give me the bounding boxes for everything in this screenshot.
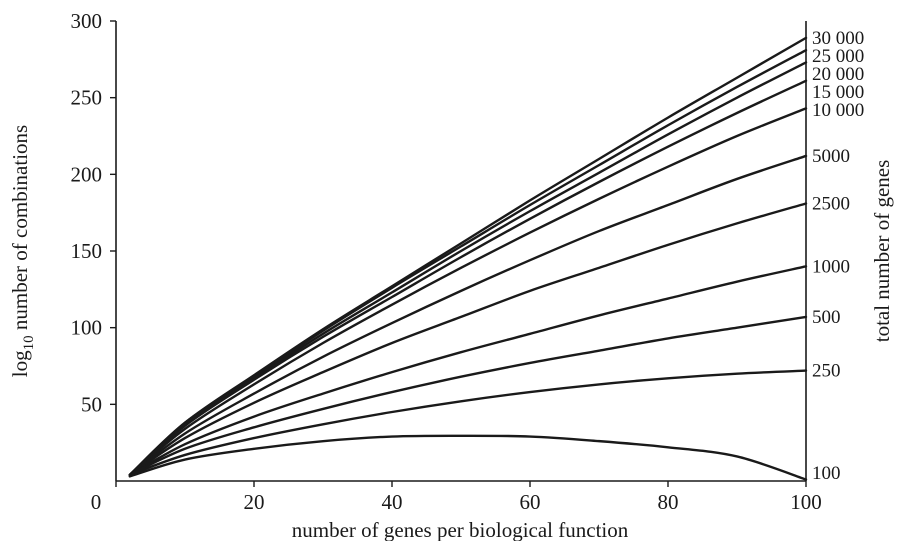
x-tick-label: 40 [382, 490, 403, 514]
series-line [128, 61, 808, 477]
series-label: 500 [812, 307, 841, 328]
x-tick-label: 0 [91, 490, 102, 514]
series-line [128, 265, 808, 477]
y-tick-label: 100 [71, 316, 103, 340]
series-lines [128, 36, 808, 481]
series-label: 10 000 [812, 100, 864, 121]
series-label: 25 000 [812, 46, 864, 67]
series-line [128, 79, 808, 477]
x-tick-label: 80 [658, 490, 679, 514]
y-axis-title-suffix: number of combinations [8, 125, 32, 336]
series-line [128, 154, 808, 477]
x-axis-title: number of genes per biological function [292, 518, 629, 541]
y-axis-title-prefix: log [8, 350, 32, 377]
y-axis-title-subscript: 10 [21, 335, 37, 350]
series-line [128, 434, 808, 481]
y-tick-label: 250 [71, 86, 103, 110]
y-tick-label: 150 [71, 239, 103, 263]
series-line [128, 107, 808, 477]
y2-axis-title: total number of genes [870, 160, 894, 343]
series-line [128, 369, 808, 477]
series-label: 1000 [812, 256, 850, 277]
series-label: 5000 [812, 146, 850, 167]
x-tick-label: 100 [790, 490, 822, 514]
series-label: 15 000 [812, 82, 864, 103]
x-tick-label: 60 [520, 490, 541, 514]
series-line [128, 48, 808, 477]
series-label: 30 000 [812, 28, 864, 49]
y-tick-label: 50 [81, 392, 102, 416]
y-tick-label: 300 [71, 9, 103, 33]
series-line [128, 202, 808, 477]
y-axis-title: log10 number of combinations [8, 125, 37, 377]
x-tick-label: 20 [244, 490, 265, 514]
series-label: 2500 [812, 193, 850, 214]
series-label: 100 [812, 463, 841, 484]
y-tick-label: 200 [71, 162, 103, 186]
series-label: 250 [812, 361, 841, 382]
y-ticks: 50 100 150 200 250 300 [71, 9, 116, 416]
series-label: 20 000 [812, 64, 864, 85]
series-line [128, 315, 808, 477]
x-ticks: 0 20 40 60 80 100 [91, 481, 822, 514]
